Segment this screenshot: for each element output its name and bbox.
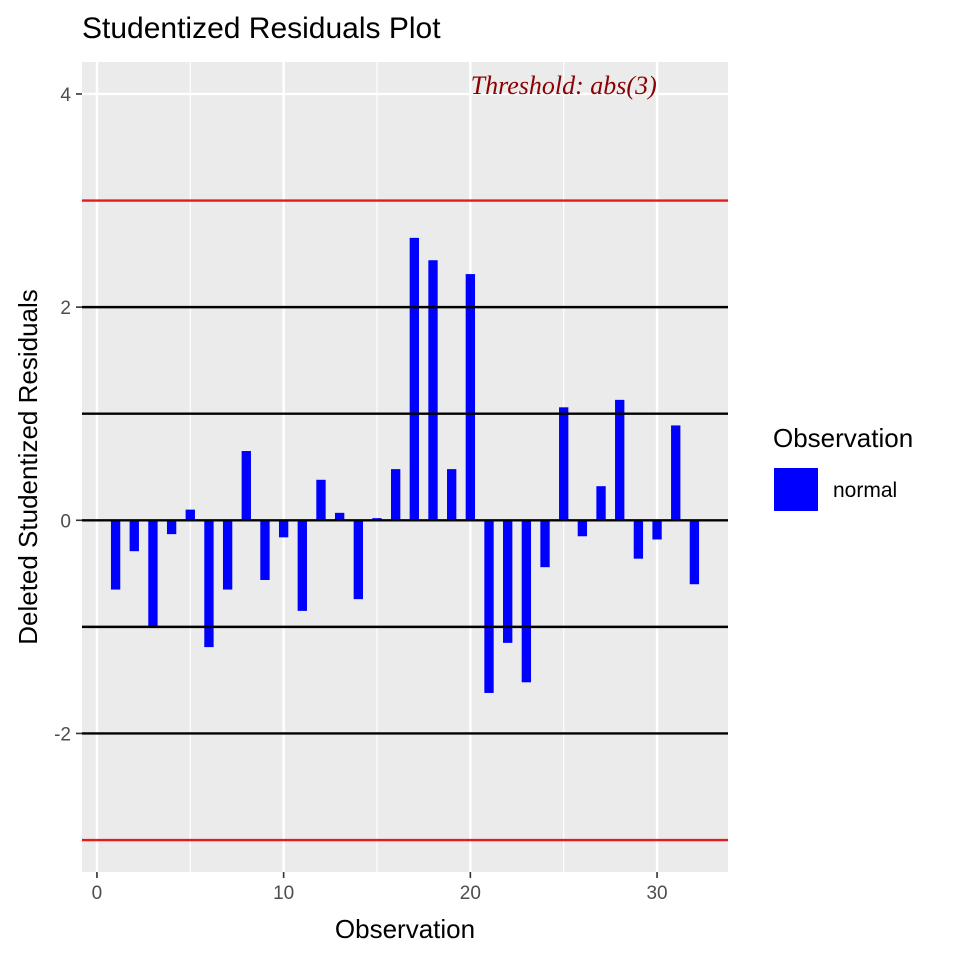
bar-obs-18 [428, 260, 438, 521]
x-tick-label: 0 [92, 883, 103, 904]
bar-obs-6 [204, 520, 214, 648]
bar-obs-23 [521, 520, 532, 683]
bar-obs-14 [353, 520, 363, 600]
bar-obs-17 [409, 237, 420, 521]
bar-obs-3 [148, 520, 158, 627]
legend-key-normal [774, 468, 818, 511]
chart-title: Studentized Residuals Plot [82, 12, 441, 45]
bar-obs-31 [671, 425, 681, 521]
bar-obs-2 [129, 520, 139, 552]
x-tick-label: 20 [460, 883, 481, 904]
bar-obs-11 [297, 520, 307, 611]
x-axis-title: Observation [335, 914, 475, 944]
legend: Observation normal [773, 423, 913, 511]
bar-obs-10 [278, 520, 289, 538]
bar-obs-16 [390, 469, 401, 521]
y-axis-ticks: -2 0 2 4 [54, 85, 82, 745]
x-tick-label: 30 [646, 883, 667, 904]
bar-obs-1 [110, 520, 121, 590]
bar-obs-12 [316, 479, 326, 521]
reference-lines [82, 199, 728, 842]
threshold-annotation: Threshold: abs(3) [471, 71, 657, 100]
plot-panel [82, 62, 728, 872]
y-tick-label: 0 [60, 511, 71, 532]
bar-obs-32 [689, 520, 700, 585]
bar-obs-9 [260, 520, 270, 580]
bar-obs-27 [596, 486, 606, 521]
bar-obs-4 [166, 520, 177, 535]
bar-obs-13 [334, 512, 345, 521]
y-tick-label: 2 [60, 298, 71, 319]
x-axis-ticks: 0 10 20 30 [92, 872, 668, 904]
bar-obs-21 [484, 520, 494, 693]
bar-obs-19 [447, 469, 457, 521]
bar-obs-8 [241, 451, 251, 521]
x-tick-label: 10 [273, 883, 294, 904]
bar-obs-24 [540, 520, 550, 568]
bars-group [110, 237, 700, 693]
bar-obs-26 [577, 520, 588, 537]
y-tick-label: 4 [60, 85, 71, 106]
bar-obs-5 [185, 509, 195, 521]
y-axis-title: Deleted Studentized Residuals [13, 289, 43, 645]
y-tick-label: -2 [54, 724, 71, 745]
bar-obs-7 [222, 520, 233, 590]
legend-title: Observation [773, 423, 913, 453]
bar-obs-29 [633, 520, 644, 559]
bar-obs-30 [652, 520, 662, 540]
bar-obs-25 [559, 407, 569, 521]
bar-obs-20 [465, 274, 476, 521]
legend-label-normal: normal [833, 479, 897, 502]
bar-obs-28 [615, 399, 625, 521]
bar-obs-22 [503, 520, 513, 643]
